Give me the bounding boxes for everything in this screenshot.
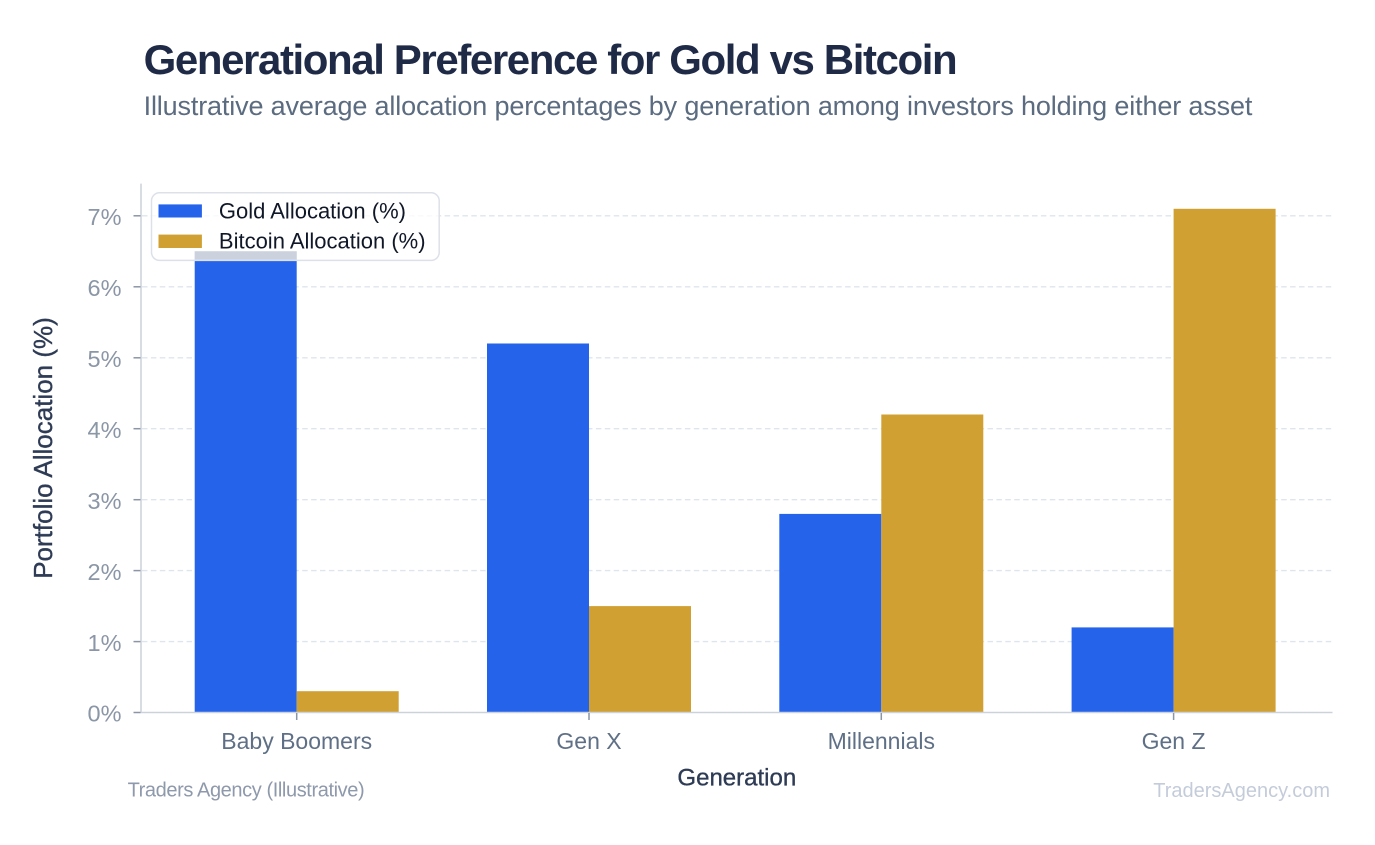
svg-text:Portfolio Allocation (%): Portfolio Allocation (%) xyxy=(28,317,58,579)
svg-text:1%: 1% xyxy=(88,630,122,656)
svg-text:4%: 4% xyxy=(88,417,122,443)
svg-text:Gold Allocation (%): Gold Allocation (%) xyxy=(219,199,406,224)
svg-text:6%: 6% xyxy=(88,275,122,301)
svg-text:Illustrative average allocatio: Illustrative average allocation percenta… xyxy=(144,91,1253,121)
svg-text:Millennials: Millennials xyxy=(828,728,935,754)
svg-text:TradersAgency.com: TradersAgency.com xyxy=(1153,780,1330,802)
svg-text:5%: 5% xyxy=(88,346,122,372)
svg-text:Gen Z: Gen Z xyxy=(1142,728,1206,754)
svg-text:Gen X: Gen X xyxy=(556,728,621,754)
svg-text:Bitcoin Allocation (%): Bitcoin Allocation (%) xyxy=(219,229,426,254)
svg-text:3%: 3% xyxy=(88,488,122,514)
svg-text:Generational Preference for Go: Generational Preference for Gold vs Bitc… xyxy=(144,36,957,83)
svg-text:2%: 2% xyxy=(88,559,122,585)
svg-text:0%: 0% xyxy=(88,701,122,727)
svg-text:Generation: Generation xyxy=(677,764,796,791)
svg-text:Traders Agency (Illustrative): Traders Agency (Illustrative) xyxy=(128,779,365,801)
svg-text:7%: 7% xyxy=(88,204,122,230)
svg-text:Baby Boomers: Baby Boomers xyxy=(221,728,372,754)
